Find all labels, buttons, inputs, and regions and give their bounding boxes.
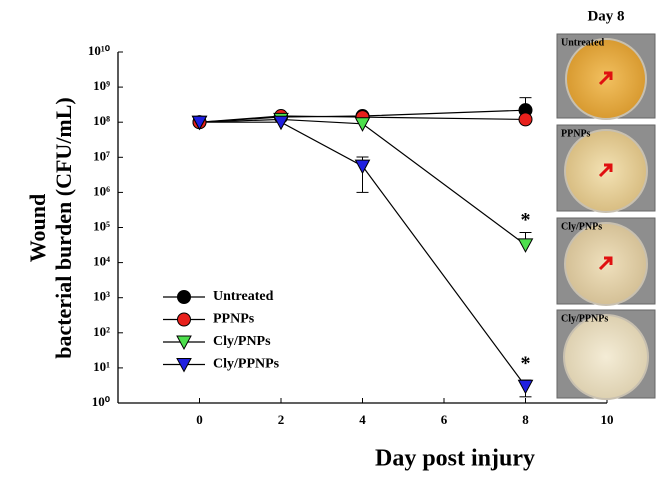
legend-marker — [176, 358, 192, 373]
y-tick-label: 10⁶ — [93, 183, 110, 198]
x-tick-label: 8 — [522, 412, 529, 427]
arrow — [598, 71, 613, 86]
point — [518, 112, 533, 127]
photo-title: Day 8 — [587, 8, 624, 24]
legend-marker — [177, 312, 191, 327]
legend-label: PPNPs — [213, 312, 255, 327]
x-axis-label: Day post injury — [375, 446, 535, 472]
y-tick-label: 10¹⁰ — [88, 43, 111, 58]
photo-label: Untreated — [561, 37, 605, 48]
series-line — [199, 118, 526, 246]
x-tick-label: 0 — [196, 412, 203, 427]
legend-label: Untreated — [213, 289, 274, 304]
point — [273, 115, 289, 131]
y-axis-label: bacterial burden (CFU/mL) — [51, 97, 76, 359]
dish — [563, 314, 649, 400]
point — [517, 379, 534, 395]
legend-label: Cly/PNPs — [213, 334, 271, 349]
annotation: * — [521, 209, 531, 231]
y-tick-label: 10¹ — [93, 359, 110, 374]
x-tick-label: 6 — [441, 412, 448, 427]
y-axis-label: Wound — [25, 194, 50, 263]
x-tick-label: 2 — [278, 412, 285, 427]
y-tick-label: 10⁰ — [92, 394, 111, 409]
photo-label: PPNPs — [561, 128, 591, 139]
y-tick-label: 10² — [93, 324, 110, 339]
legend-marker — [177, 290, 191, 304]
arrow — [598, 256, 613, 271]
photo-label: Cly/PPNPs — [561, 313, 608, 324]
series-line — [199, 115, 526, 123]
point — [354, 159, 371, 175]
arrow — [598, 163, 613, 178]
point — [191, 115, 208, 131]
x-tick-label: 4 — [359, 412, 366, 427]
series-line — [199, 121, 526, 387]
y-tick-label: 10³ — [93, 289, 110, 304]
point — [517, 238, 534, 253]
y-tick-label: 10⁷ — [93, 148, 110, 163]
y-tick-label: 10⁸ — [93, 113, 110, 128]
annotation: * — [521, 353, 531, 375]
y-tick-label: 10⁴ — [93, 254, 110, 269]
y-tick-label: 10⁵ — [93, 218, 110, 233]
x-tick-label: 10 — [601, 412, 614, 427]
legend-label: Cly/PPNPs — [213, 357, 280, 372]
y-tick-label: 10⁹ — [93, 78, 110, 93]
point — [354, 117, 371, 132]
photo-label: Cly/PNPs — [561, 221, 602, 232]
legend-marker — [176, 335, 192, 351]
